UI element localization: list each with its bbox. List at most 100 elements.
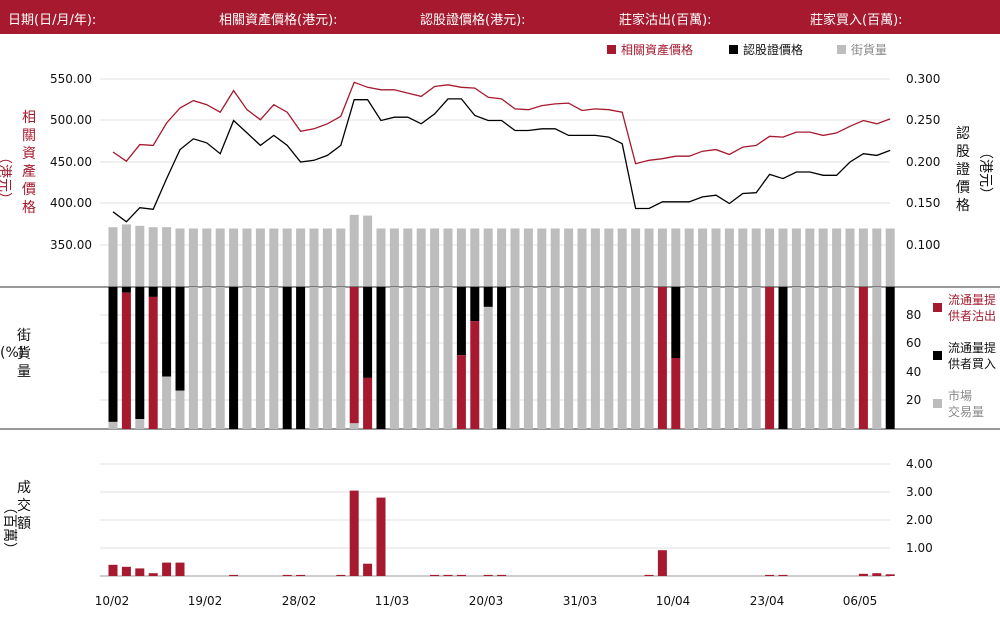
right-axis-char-2: 股 — [956, 144, 970, 160]
left-axis-char-1: 相 — [22, 110, 36, 126]
outstanding-bar — [135, 225, 145, 287]
market-volume-bar — [175, 390, 185, 429]
mid-tick-20: 20 — [906, 393, 921, 407]
outstanding-bar — [604, 228, 614, 287]
bottom-axis-unit: （百萬） — [1, 500, 17, 556]
right-tick-0150: 0.150 — [906, 196, 940, 210]
lp-sell-bar — [363, 377, 373, 429]
outstanding-bar — [242, 228, 252, 287]
right-axis-unit: （港元） — [977, 145, 993, 201]
market-volume-bar — [564, 287, 574, 429]
legend-lp-buy-line1: 流通量提 — [948, 340, 996, 355]
market-volume-bar — [269, 287, 279, 429]
mid-axis-char-3: 量 — [17, 364, 31, 380]
outstanding-bar — [296, 228, 306, 287]
outstanding-bar — [376, 228, 386, 287]
outstanding-bar — [550, 228, 560, 287]
left-axis-label: 相 關 資 產 價 格 （港元） — [0, 110, 36, 216]
turnover-bar — [148, 573, 158, 576]
turnover-bar — [121, 566, 131, 576]
lp-sell-bar — [671, 358, 681, 429]
market-volume-bar — [309, 287, 319, 429]
outstanding-bar — [671, 228, 681, 287]
mid-axis-char-2: 貨 — [17, 345, 31, 362]
right-axis-char-4: 價 — [956, 179, 970, 196]
warrant-price-line — [112, 98, 891, 223]
turnover-bar — [765, 574, 775, 576]
outstanding-bar — [188, 228, 198, 287]
legend-lp-sell-line2: 供者沽出 — [948, 309, 996, 323]
turnover-bar — [872, 573, 882, 576]
issuer-buy-label: 莊家買入(百萬): — [810, 13, 903, 28]
right-tick-0100: 0.100 — [906, 238, 940, 252]
market-volume-bar — [644, 287, 654, 429]
market-volume-bar — [255, 287, 265, 429]
outstanding-bar — [322, 228, 332, 287]
market-volume-bar — [590, 287, 600, 429]
outstanding-bar — [497, 228, 507, 287]
outstanding-bar — [845, 228, 855, 287]
right-axis-label: 認 股 證 價 格 （港元） — [956, 126, 993, 214]
outstanding-bar — [456, 228, 466, 287]
right-tick-0300: 0.300 — [906, 72, 940, 86]
market-volume-bar — [242, 287, 252, 429]
mid-tick-80: 80 — [906, 308, 921, 322]
left-axis-char-6: 格 — [22, 200, 36, 216]
outstanding-bar — [121, 224, 131, 287]
turnover-bar — [175, 562, 185, 576]
lp-buy-bar — [671, 287, 681, 358]
turnover-bar — [363, 563, 373, 576]
outstanding-bar — [657, 228, 667, 287]
outstanding-bar — [416, 228, 426, 287]
lp-buy-bar — [296, 287, 306, 429]
legend-market-line1: 市場 — [948, 388, 972, 403]
outstanding-bar — [403, 228, 413, 287]
turnover-bar — [483, 574, 493, 576]
market-volume-bar — [430, 287, 440, 429]
market-volume-bar — [336, 287, 346, 429]
legend-swatch-lp-sell — [933, 303, 942, 312]
outstanding-bar — [577, 228, 587, 287]
outstanding-bar — [791, 228, 801, 287]
outstanding-bar — [805, 228, 815, 287]
right-axis-char-3: 證 — [956, 161, 970, 178]
left-tick-350: 350.00 — [50, 238, 92, 252]
market-volume-bar — [711, 287, 721, 429]
outstanding-bar — [818, 228, 828, 287]
lp-buy-bar — [282, 287, 292, 429]
market-volume-bar — [523, 287, 533, 429]
outstanding-bar — [229, 228, 239, 287]
middle-legend: 流通量提 供者沽出 流通量提 供者買入 市場 交易量 — [933, 292, 996, 419]
market-volume-bar — [818, 287, 828, 429]
turnover-bar — [778, 574, 788, 576]
outstanding-bar — [282, 228, 292, 287]
chart-area: 相關資產價格 認股證價格 街貨量 550.00 500.00 450.00 40… — [0, 42, 1000, 608]
turnover-bar — [336, 574, 346, 576]
outstanding-bar — [389, 228, 399, 287]
market-volume-bar — [537, 287, 547, 429]
market-volume-bar — [805, 287, 815, 429]
turnover-bar — [858, 573, 868, 576]
outstanding-bar — [564, 228, 574, 287]
outstanding-bar — [336, 228, 346, 287]
underlying-price-line — [112, 81, 891, 165]
market-volume-bar — [215, 287, 225, 429]
left-axis-char-2: 關 — [22, 128, 36, 144]
lp-buy-bar — [363, 287, 373, 378]
market-volume-bar — [872, 287, 882, 429]
market-volume-bar — [443, 287, 453, 429]
right-tick-0250: 0.250 — [906, 113, 940, 127]
lp-buy-bar — [175, 287, 185, 391]
x-tick-label: 20/03 — [469, 594, 504, 608]
bottom-tick-1: 1.00 — [906, 541, 933, 555]
left-axis-char-3: 資 — [22, 146, 36, 162]
outstanding-bar — [523, 228, 533, 287]
turnover-bar — [282, 574, 292, 576]
legend-swatch-underlying — [607, 45, 616, 54]
outstanding-bar — [255, 228, 265, 287]
right-axis-char-5: 格 — [956, 198, 970, 214]
mid-axis-char-1: 街 — [17, 328, 31, 344]
lp-sell-bar — [657, 287, 667, 429]
market-volume-bar — [604, 287, 614, 429]
turnover-bar — [885, 574, 895, 576]
